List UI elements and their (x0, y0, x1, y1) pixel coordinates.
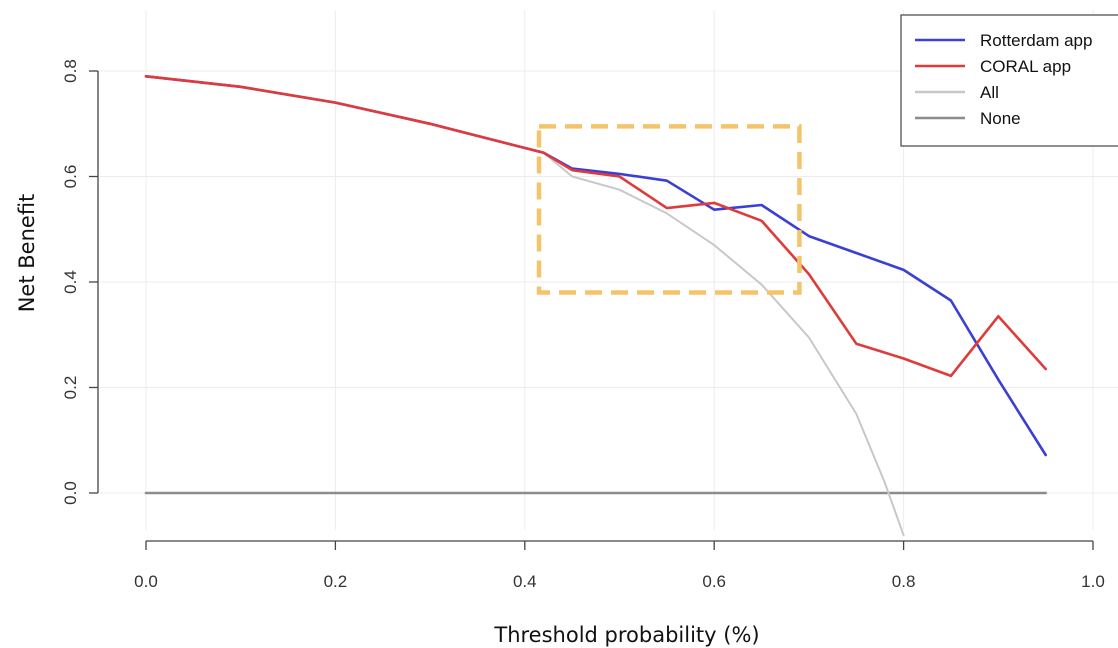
y-tick-label-0: 0.0 (61, 481, 80, 505)
axes: 0.0 0.2 0.4 0.6 0.8 1.0 0.0 0.2 0.4 0.6 0.8 (61, 59, 1105, 591)
legend-box (900, 14, 1118, 147)
y-tick-label-1: 0.2 (61, 376, 80, 400)
x-tick-label-5: 1.0 (1081, 572, 1105, 591)
highlight-box-0 (536, 124, 802, 295)
legend-label-all: All (980, 83, 999, 102)
x-tick-label-3: 0.6 (702, 572, 726, 591)
y-axis-title: Net Benefit (15, 194, 39, 313)
x-axis-title: Threshold probability (%) (493, 623, 759, 647)
legend-label-none: None (980, 109, 1021, 128)
x-tick-label-1: 0.2 (324, 572, 348, 591)
x-tick-label-0: 0.0 (134, 572, 158, 591)
y-tick-label-2: 0.4 (61, 270, 80, 294)
legend: Rotterdam app CORAL app All None (900, 14, 1118, 147)
series-line-coral-app (144, 75, 1047, 378)
x-tick-label-4: 0.8 (892, 572, 916, 591)
series-lines (144, 75, 1047, 537)
legend-label-rotterdam-app: Rotterdam app (980, 31, 1092, 50)
y-tick-label-4: 0.8 (61, 59, 80, 83)
annotations (536, 124, 802, 295)
y-tick-label-3: 0.6 (61, 165, 80, 189)
legend-label-coral-app: CORAL app (980, 57, 1071, 76)
x-tick-label-2: 0.4 (513, 572, 537, 591)
